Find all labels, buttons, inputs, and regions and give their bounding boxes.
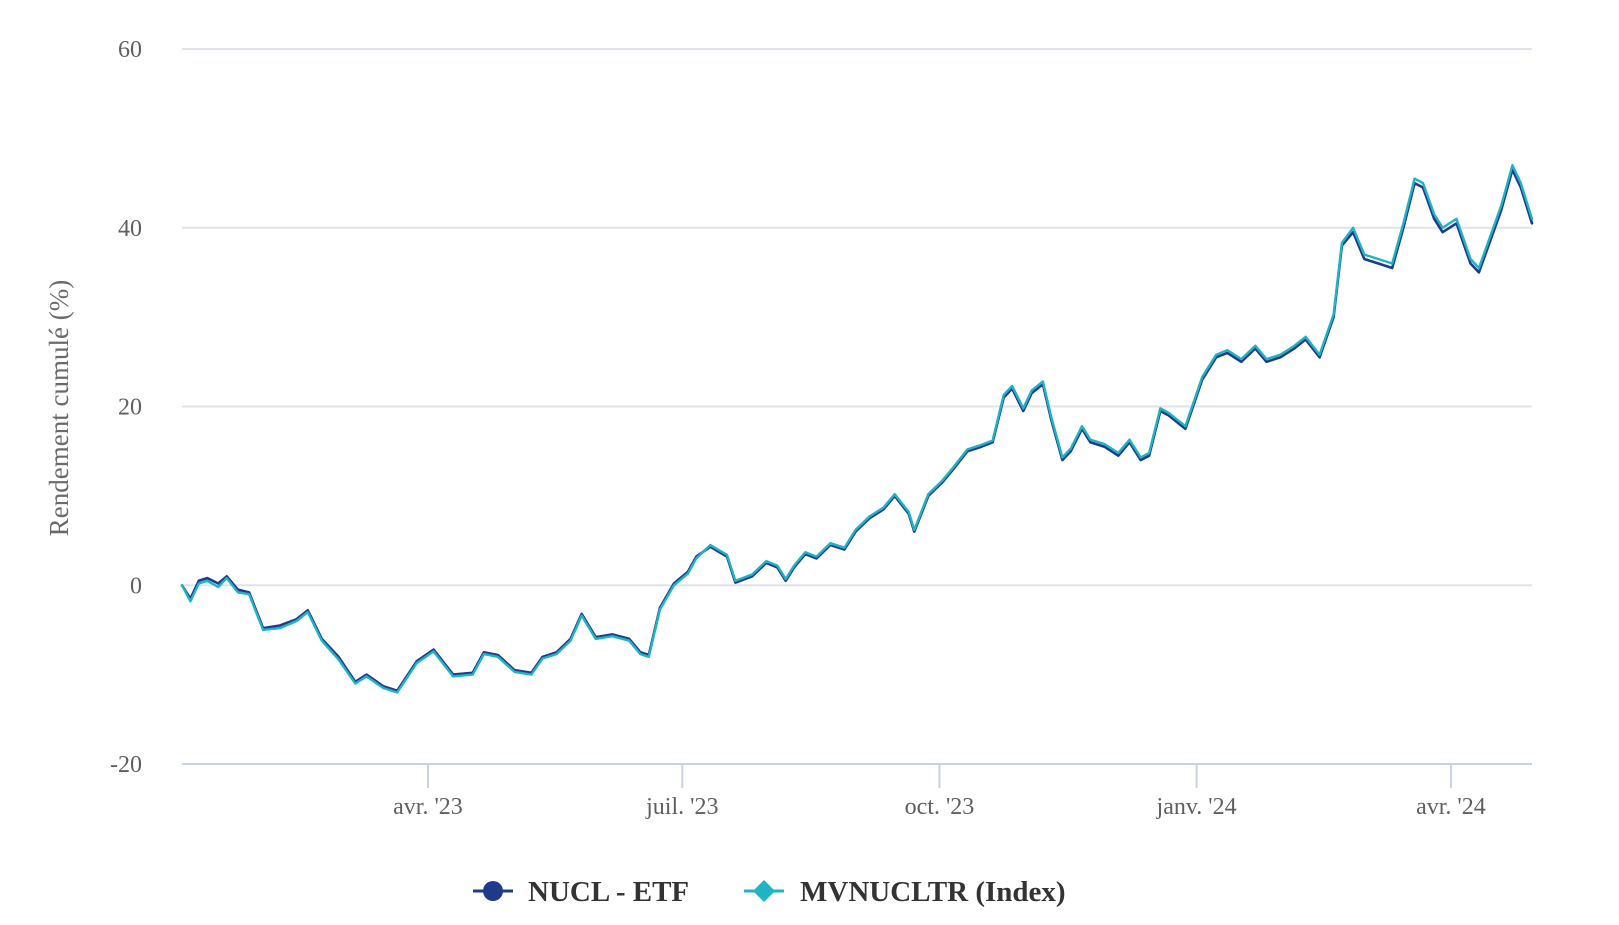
- x-tick-label: avr. '24: [1416, 794, 1486, 820]
- y-tick-label: 20: [118, 395, 142, 421]
- y-axis-title: Rendement cumulé (%): [44, 280, 74, 536]
- y-tick-label: 40: [118, 216, 142, 242]
- series-line-mvnucltr-index: [180, 164, 1534, 694]
- legend-marker-diamond-icon: [753, 880, 775, 902]
- grid-layer: [182, 48, 1532, 587]
- legend-label-nucl-etf: NUCL - ETF: [528, 876, 689, 908]
- axis-layer: -20 0 20 40 60 avr. '23 juil. '23 oct. '23 janv.…: [110, 37, 1532, 820]
- legend-label-mvnucltr-index: MVNUCLTR (Index): [800, 876, 1066, 908]
- x-tick-label: juil. '23: [645, 794, 718, 820]
- x-tick-label: janv. '24: [1156, 794, 1237, 820]
- x-tick-label: oct. '23: [905, 794, 975, 820]
- series-line-nucl-etf: [180, 168, 1534, 692]
- legend-item-nucl-etf[interactable]: NUCL - ETF: [473, 876, 689, 908]
- legend-marker-circle-icon: [483, 881, 503, 901]
- y-tick-label: 60: [118, 37, 142, 63]
- legend: NUCL - ETF MVNUCLTR (Index): [473, 876, 1066, 908]
- y-tick-label: 0: [130, 573, 142, 599]
- series-layer: [180, 164, 1534, 694]
- legend-item-mvnucltr-index[interactable]: MVNUCLTR (Index): [744, 876, 1066, 908]
- x-tick-label: avr. '23: [393, 794, 463, 820]
- y-tick-label: -20: [110, 752, 142, 778]
